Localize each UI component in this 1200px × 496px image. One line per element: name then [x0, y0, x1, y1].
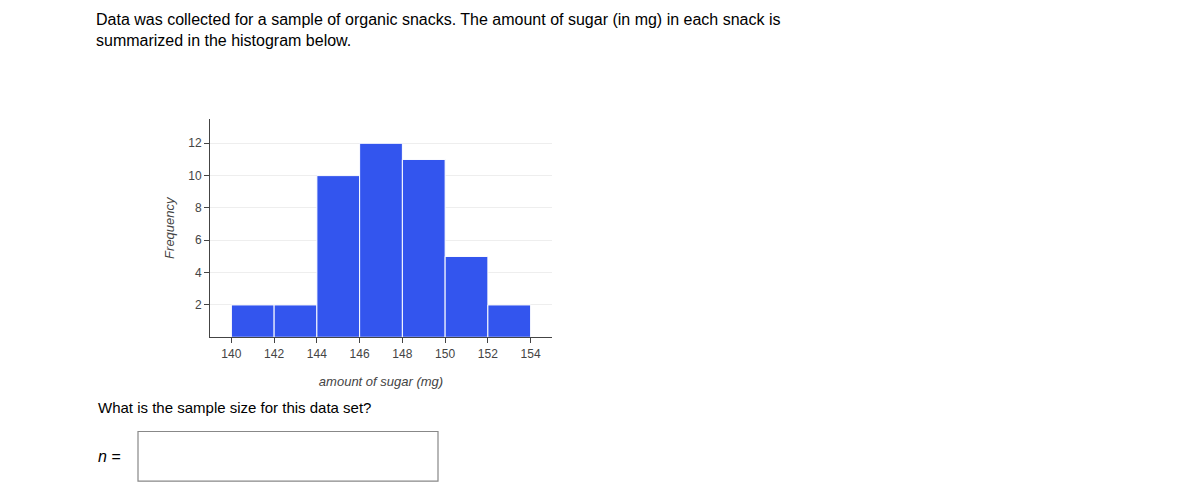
svg-text:Frequency: Frequency [162, 196, 177, 259]
svg-text:150: 150 [435, 347, 455, 361]
svg-text:12: 12 [188, 136, 202, 150]
svg-text:n =: n = [98, 448, 121, 465]
svg-text:What is the sample size for th: What is the sample size for this data se… [98, 399, 371, 416]
svg-text:10: 10 [188, 169, 202, 183]
svg-text:8: 8 [195, 201, 202, 215]
svg-text:2: 2 [195, 298, 202, 312]
svg-text:144: 144 [307, 347, 327, 361]
svg-text:amount of sugar (mg): amount of sugar (mg) [319, 374, 443, 389]
svg-text:142: 142 [264, 347, 284, 361]
svg-text:140: 140 [221, 347, 241, 361]
svg-text:152: 152 [478, 347, 498, 361]
svg-text:Data was collected for a sampl: Data was collected for a sample of organ… [96, 11, 780, 49]
svg-text:148: 148 [392, 347, 412, 361]
svg-text:6: 6 [195, 233, 202, 247]
svg-text:146: 146 [350, 347, 370, 361]
svg-text:154: 154 [521, 347, 541, 361]
svg-text:4: 4 [195, 266, 202, 280]
